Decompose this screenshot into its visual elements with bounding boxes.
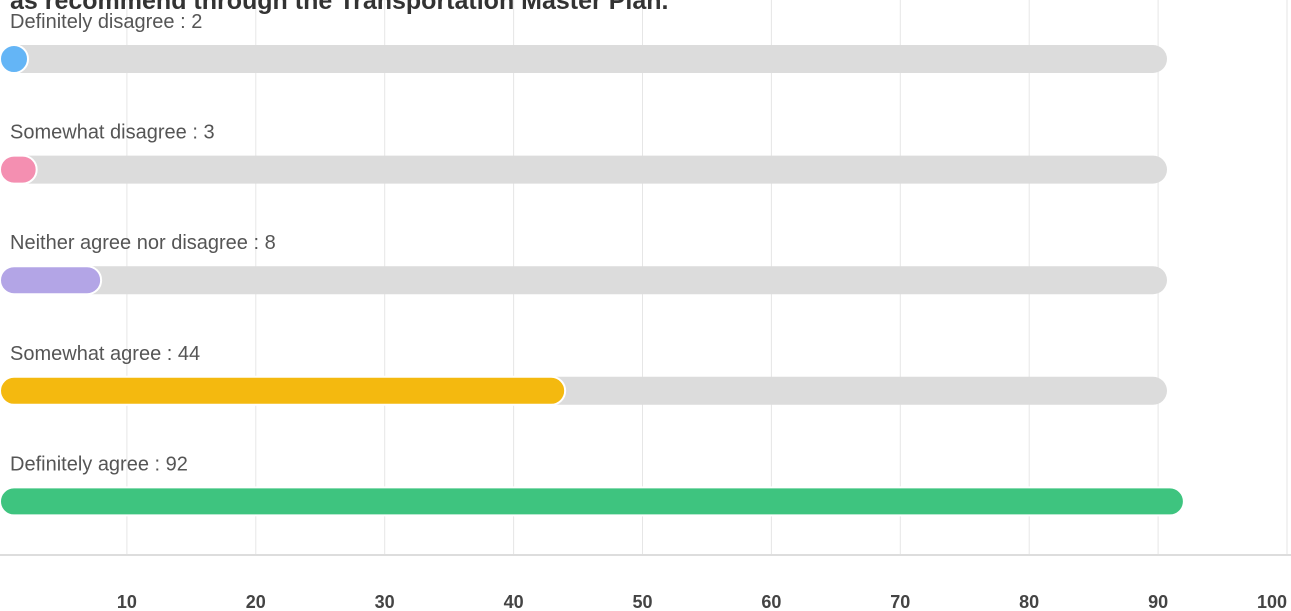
bar-track — [0, 266, 1167, 295]
bar-track — [0, 45, 1167, 73]
x-tick-label: 60 — [761, 592, 781, 611]
x-tick-label: 50 — [632, 592, 652, 611]
x-tick-label: 20 — [246, 592, 266, 611]
bar-label: Definitely disagree : 2 — [10, 11, 202, 33]
bar-label: Neither agree nor disagree : 8 — [10, 232, 276, 254]
x-tick-label: 30 — [375, 592, 395, 611]
bar — [0, 265, 103, 296]
x-tick-label: 40 — [504, 592, 524, 611]
bar — [0, 44, 29, 74]
x-tick-label: 70 — [890, 592, 910, 611]
x-tick-label: 10 — [117, 592, 137, 611]
bar — [0, 154, 38, 185]
bar — [0, 375, 567, 406]
bar — [0, 486, 1185, 517]
x-tick-label: 100 — [1257, 592, 1287, 611]
x-tick-label: 90 — [1148, 592, 1168, 611]
tracks — [0, 45, 1167, 516]
bar-track — [0, 155, 1167, 184]
chart-title: as recommend through the Transportation … — [10, 0, 668, 15]
x-tick-label: 80 — [1019, 592, 1039, 611]
bar-label: Somewhat agree : 44 — [10, 343, 200, 365]
bar-label: Definitely agree : 92 — [10, 453, 188, 475]
bars — [0, 44, 1185, 517]
bar-label: Somewhat disagree : 3 — [10, 122, 215, 144]
